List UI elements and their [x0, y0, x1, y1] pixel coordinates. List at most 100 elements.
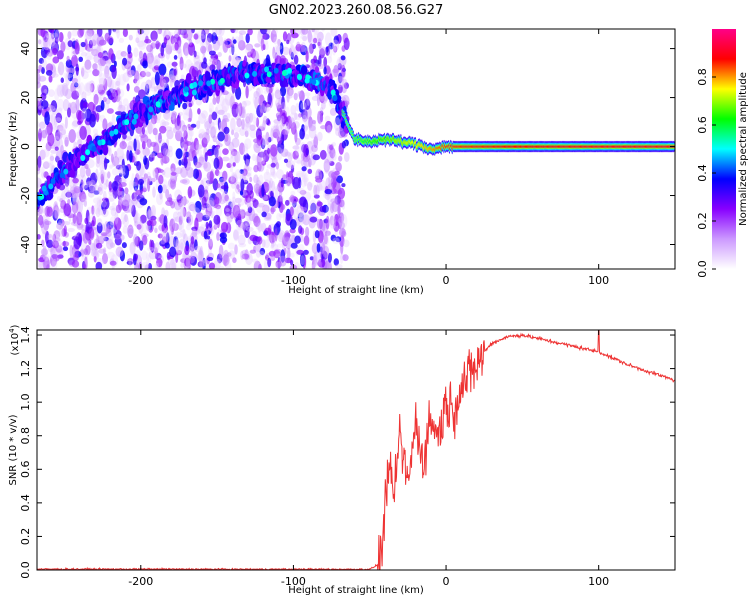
- noise-speckle: [124, 214, 128, 223]
- noise-speckle: [158, 174, 164, 185]
- noise-speckle: [182, 178, 190, 185]
- noise-speckle: [218, 178, 227, 184]
- noise-speckle: [239, 142, 245, 155]
- noise-speckle: [61, 241, 70, 247]
- noise-speckle: [280, 177, 284, 188]
- noise-speckle: [279, 255, 287, 267]
- noise-speckle: [339, 199, 345, 208]
- noise-speckle: [301, 166, 307, 172]
- noise-speckle: [274, 187, 279, 201]
- noise-speckle: [303, 159, 311, 168]
- noise-speckle: [236, 118, 242, 128]
- noise-speckle: [178, 238, 186, 252]
- noise-speckle: [59, 89, 64, 97]
- noise-speckle: [45, 70, 53, 76]
- noise-speckle: [163, 167, 172, 178]
- noise-speckle: [56, 196, 61, 201]
- noise-speckle: [103, 247, 107, 255]
- noise-speckle: [126, 198, 134, 213]
- noise-speckle: [80, 198, 88, 206]
- noise-speckle: [259, 247, 266, 256]
- noise-speckle: [61, 82, 69, 96]
- noise-speckle: [303, 235, 310, 246]
- noise-speckle: [329, 215, 335, 226]
- noise-speckle: [116, 147, 124, 160]
- noise-speckle: [54, 29, 61, 42]
- noise-speckle: [171, 111, 177, 118]
- noise-speckle: [317, 131, 323, 142]
- noise-speckle: [234, 132, 239, 139]
- noise-speckle: [314, 230, 320, 239]
- noise-speckle: [276, 102, 281, 110]
- noise-speckle: [118, 74, 127, 86]
- noise-speckle: [232, 191, 236, 200]
- noise-speckle: [128, 34, 133, 41]
- noise-speckle: [138, 178, 144, 186]
- noise-speckle: [270, 243, 279, 250]
- noise-speckle: [225, 213, 231, 220]
- noise-speckle: [263, 239, 270, 249]
- noise-speckle: [318, 34, 324, 40]
- noise-speckle: [174, 42, 179, 51]
- noise-speckle: [252, 153, 257, 162]
- noise-speckle: [203, 162, 208, 169]
- noise-speckle: [217, 109, 225, 116]
- noise-speckle: [93, 197, 101, 204]
- noise-speckle: [304, 134, 310, 140]
- noise-speckle: [270, 125, 277, 134]
- noise-speckle: [289, 219, 297, 230]
- noise-speckle: [80, 51, 88, 57]
- noise-speckle: [292, 208, 299, 219]
- noise-speckle: [40, 85, 48, 94]
- noise-speckle: [47, 29, 55, 33]
- noise-speckle: [99, 159, 104, 173]
- noise-speckle: [188, 201, 196, 211]
- noise-speckle: [205, 128, 210, 136]
- noise-speckle: [217, 117, 221, 130]
- noise-speckle: [327, 56, 333, 64]
- noise-speckle: [235, 86, 242, 100]
- ridge-peak: [50, 178, 56, 185]
- noise-speckle: [53, 135, 61, 148]
- noise-speckle: [234, 127, 241, 133]
- noise-speckle: [260, 29, 268, 35]
- noise-speckle: [101, 199, 107, 208]
- noise-speckle: [309, 256, 314, 261]
- noise-speckle: [87, 190, 95, 198]
- noise-speckle: [244, 130, 249, 138]
- noise-speckle: [122, 57, 128, 66]
- noise-speckle: [212, 210, 216, 217]
- noise-speckle: [149, 86, 157, 92]
- noise-speckle: [139, 146, 146, 160]
- noise-speckle: [107, 171, 111, 179]
- noise-speckle: [325, 215, 330, 230]
- noise-speckle: [329, 202, 335, 214]
- noise-speckle: [106, 251, 115, 259]
- noise-speckle: [143, 173, 148, 179]
- noise-speckle: [267, 147, 271, 155]
- noise-speckle: [328, 161, 335, 166]
- noise-speckle: [131, 173, 135, 186]
- noise-speckle: [232, 257, 237, 264]
- noise-speckle: [301, 29, 309, 35]
- noise-speckle: [57, 61, 65, 76]
- noise-speckle: [335, 264, 343, 269]
- noise-speckle: [92, 69, 100, 77]
- noise-speckle: [178, 159, 182, 166]
- noise-speckle: [242, 146, 249, 156]
- noise-speckle: [142, 147, 150, 157]
- noise-speckle: [182, 42, 190, 56]
- noise-speckle: [312, 154, 320, 161]
- noise-speckle: [316, 92, 321, 107]
- noise-speckle: [64, 136, 69, 147]
- noise-speckle: [56, 98, 65, 111]
- noise-speckle: [118, 197, 123, 211]
- noise-speckle: [56, 84, 61, 97]
- noise-speckle: [84, 217, 89, 224]
- noise-speckle: [280, 204, 286, 210]
- noise-speckle: [136, 160, 142, 171]
- noise-speckle: [98, 84, 105, 96]
- noise-speckle: [73, 236, 81, 250]
- noise-speckle: [304, 92, 311, 97]
- noise-speckle: [86, 81, 93, 94]
